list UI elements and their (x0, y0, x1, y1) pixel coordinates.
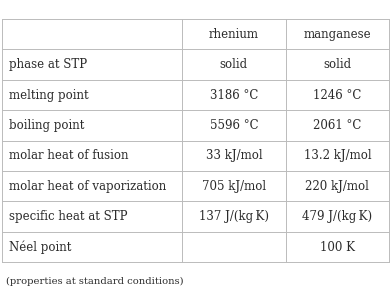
Text: Néel point: Néel point (9, 240, 72, 254)
Text: specific heat at STP: specific heat at STP (9, 210, 127, 223)
Text: 3186 °C: 3186 °C (210, 88, 258, 102)
Text: 5596 °C: 5596 °C (210, 119, 258, 132)
Text: 33 kJ/mol: 33 kJ/mol (206, 149, 262, 162)
Text: solid: solid (323, 58, 352, 71)
Text: 13.2 kJ/mol: 13.2 kJ/mol (303, 149, 371, 162)
Text: 1246 °C: 1246 °C (313, 88, 362, 102)
Text: 2061 °C: 2061 °C (313, 119, 362, 132)
Text: 137 J/(kg K): 137 J/(kg K) (199, 210, 269, 223)
Text: 479 J/(kg K): 479 J/(kg K) (302, 210, 373, 223)
Text: manganese: manganese (303, 28, 371, 41)
Text: molar heat of fusion: molar heat of fusion (9, 149, 129, 162)
Text: 220 kJ/mol: 220 kJ/mol (305, 180, 369, 193)
Text: boiling point: boiling point (9, 119, 84, 132)
Text: molar heat of vaporization: molar heat of vaporization (9, 180, 166, 193)
Text: rhenium: rhenium (209, 28, 259, 41)
Text: melting point: melting point (9, 88, 89, 102)
Text: phase at STP: phase at STP (9, 58, 87, 71)
Text: solid: solid (220, 58, 248, 71)
Text: 100 K: 100 K (320, 241, 355, 253)
Text: 705 kJ/mol: 705 kJ/mol (202, 180, 266, 193)
Text: (properties at standard conditions): (properties at standard conditions) (6, 277, 183, 286)
